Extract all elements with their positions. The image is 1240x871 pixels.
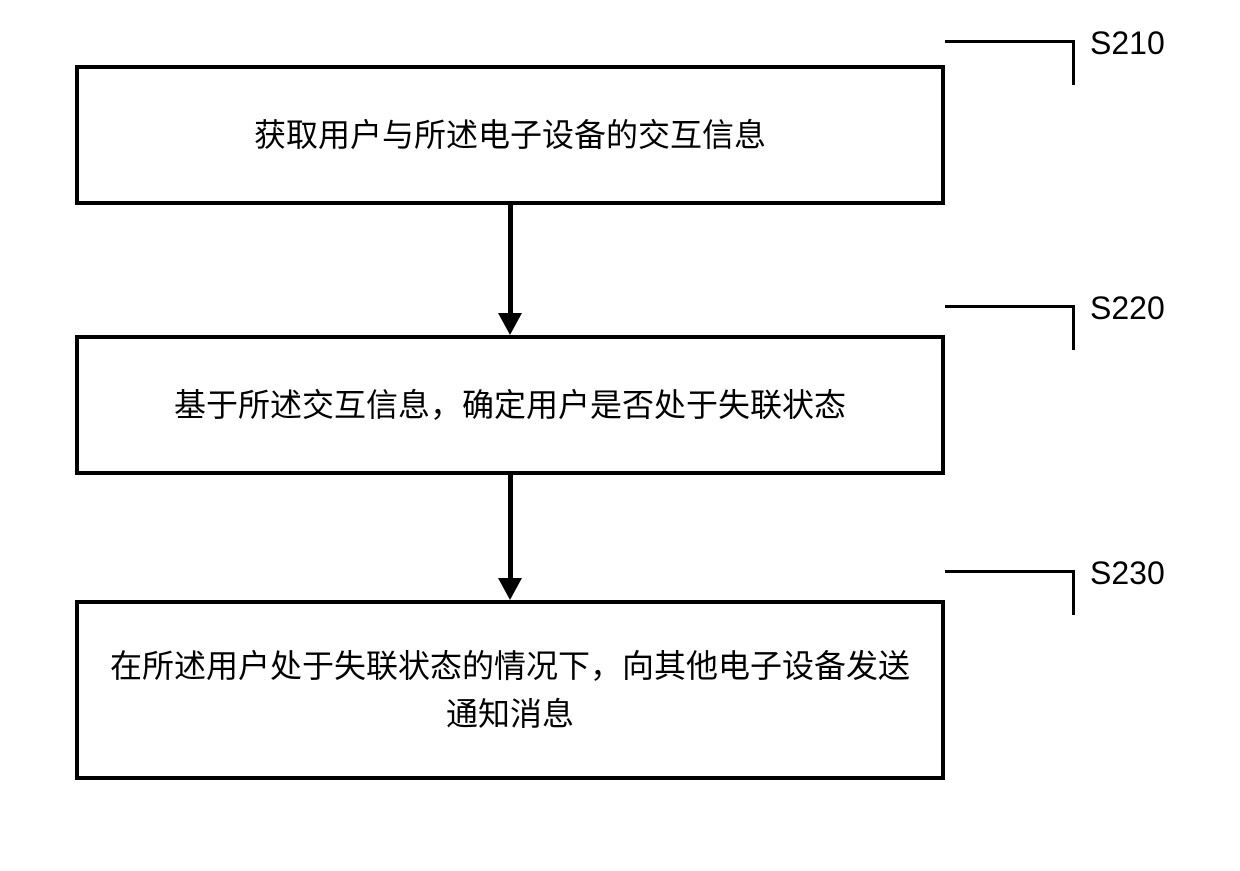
- arrow-2-line: [508, 475, 513, 578]
- label-connector-1: [945, 40, 1075, 85]
- step-1-text: 获取用户与所述电子设备的交互信息: [254, 111, 766, 159]
- label-connector-2: [945, 305, 1075, 350]
- step-3-label: S230: [1090, 555, 1165, 592]
- flowchart-step-2: 基于所述交互信息，确定用户是否处于失联状态: [75, 335, 945, 475]
- step-2-label: S220: [1090, 290, 1165, 327]
- label-connector-3: [945, 570, 1075, 615]
- flowchart-step-1: 获取用户与所述电子设备的交互信息: [75, 65, 945, 205]
- step-1-label: S210: [1090, 25, 1165, 62]
- arrow-1-head: [498, 313, 522, 335]
- step-3-text: 在所述用户处于失联状态的情况下，向其他电子设备发送通知消息: [99, 642, 921, 738]
- flowchart-step-3: 在所述用户处于失联状态的情况下，向其他电子设备发送通知消息: [75, 600, 945, 780]
- arrow-1-line: [508, 205, 513, 313]
- step-2-text: 基于所述交互信息，确定用户是否处于失联状态: [174, 381, 846, 429]
- flowchart-container: 获取用户与所述电子设备的交互信息 S210 基于所述交互信息，确定用户是否处于失…: [0, 0, 1240, 871]
- arrow-2-head: [498, 578, 522, 600]
